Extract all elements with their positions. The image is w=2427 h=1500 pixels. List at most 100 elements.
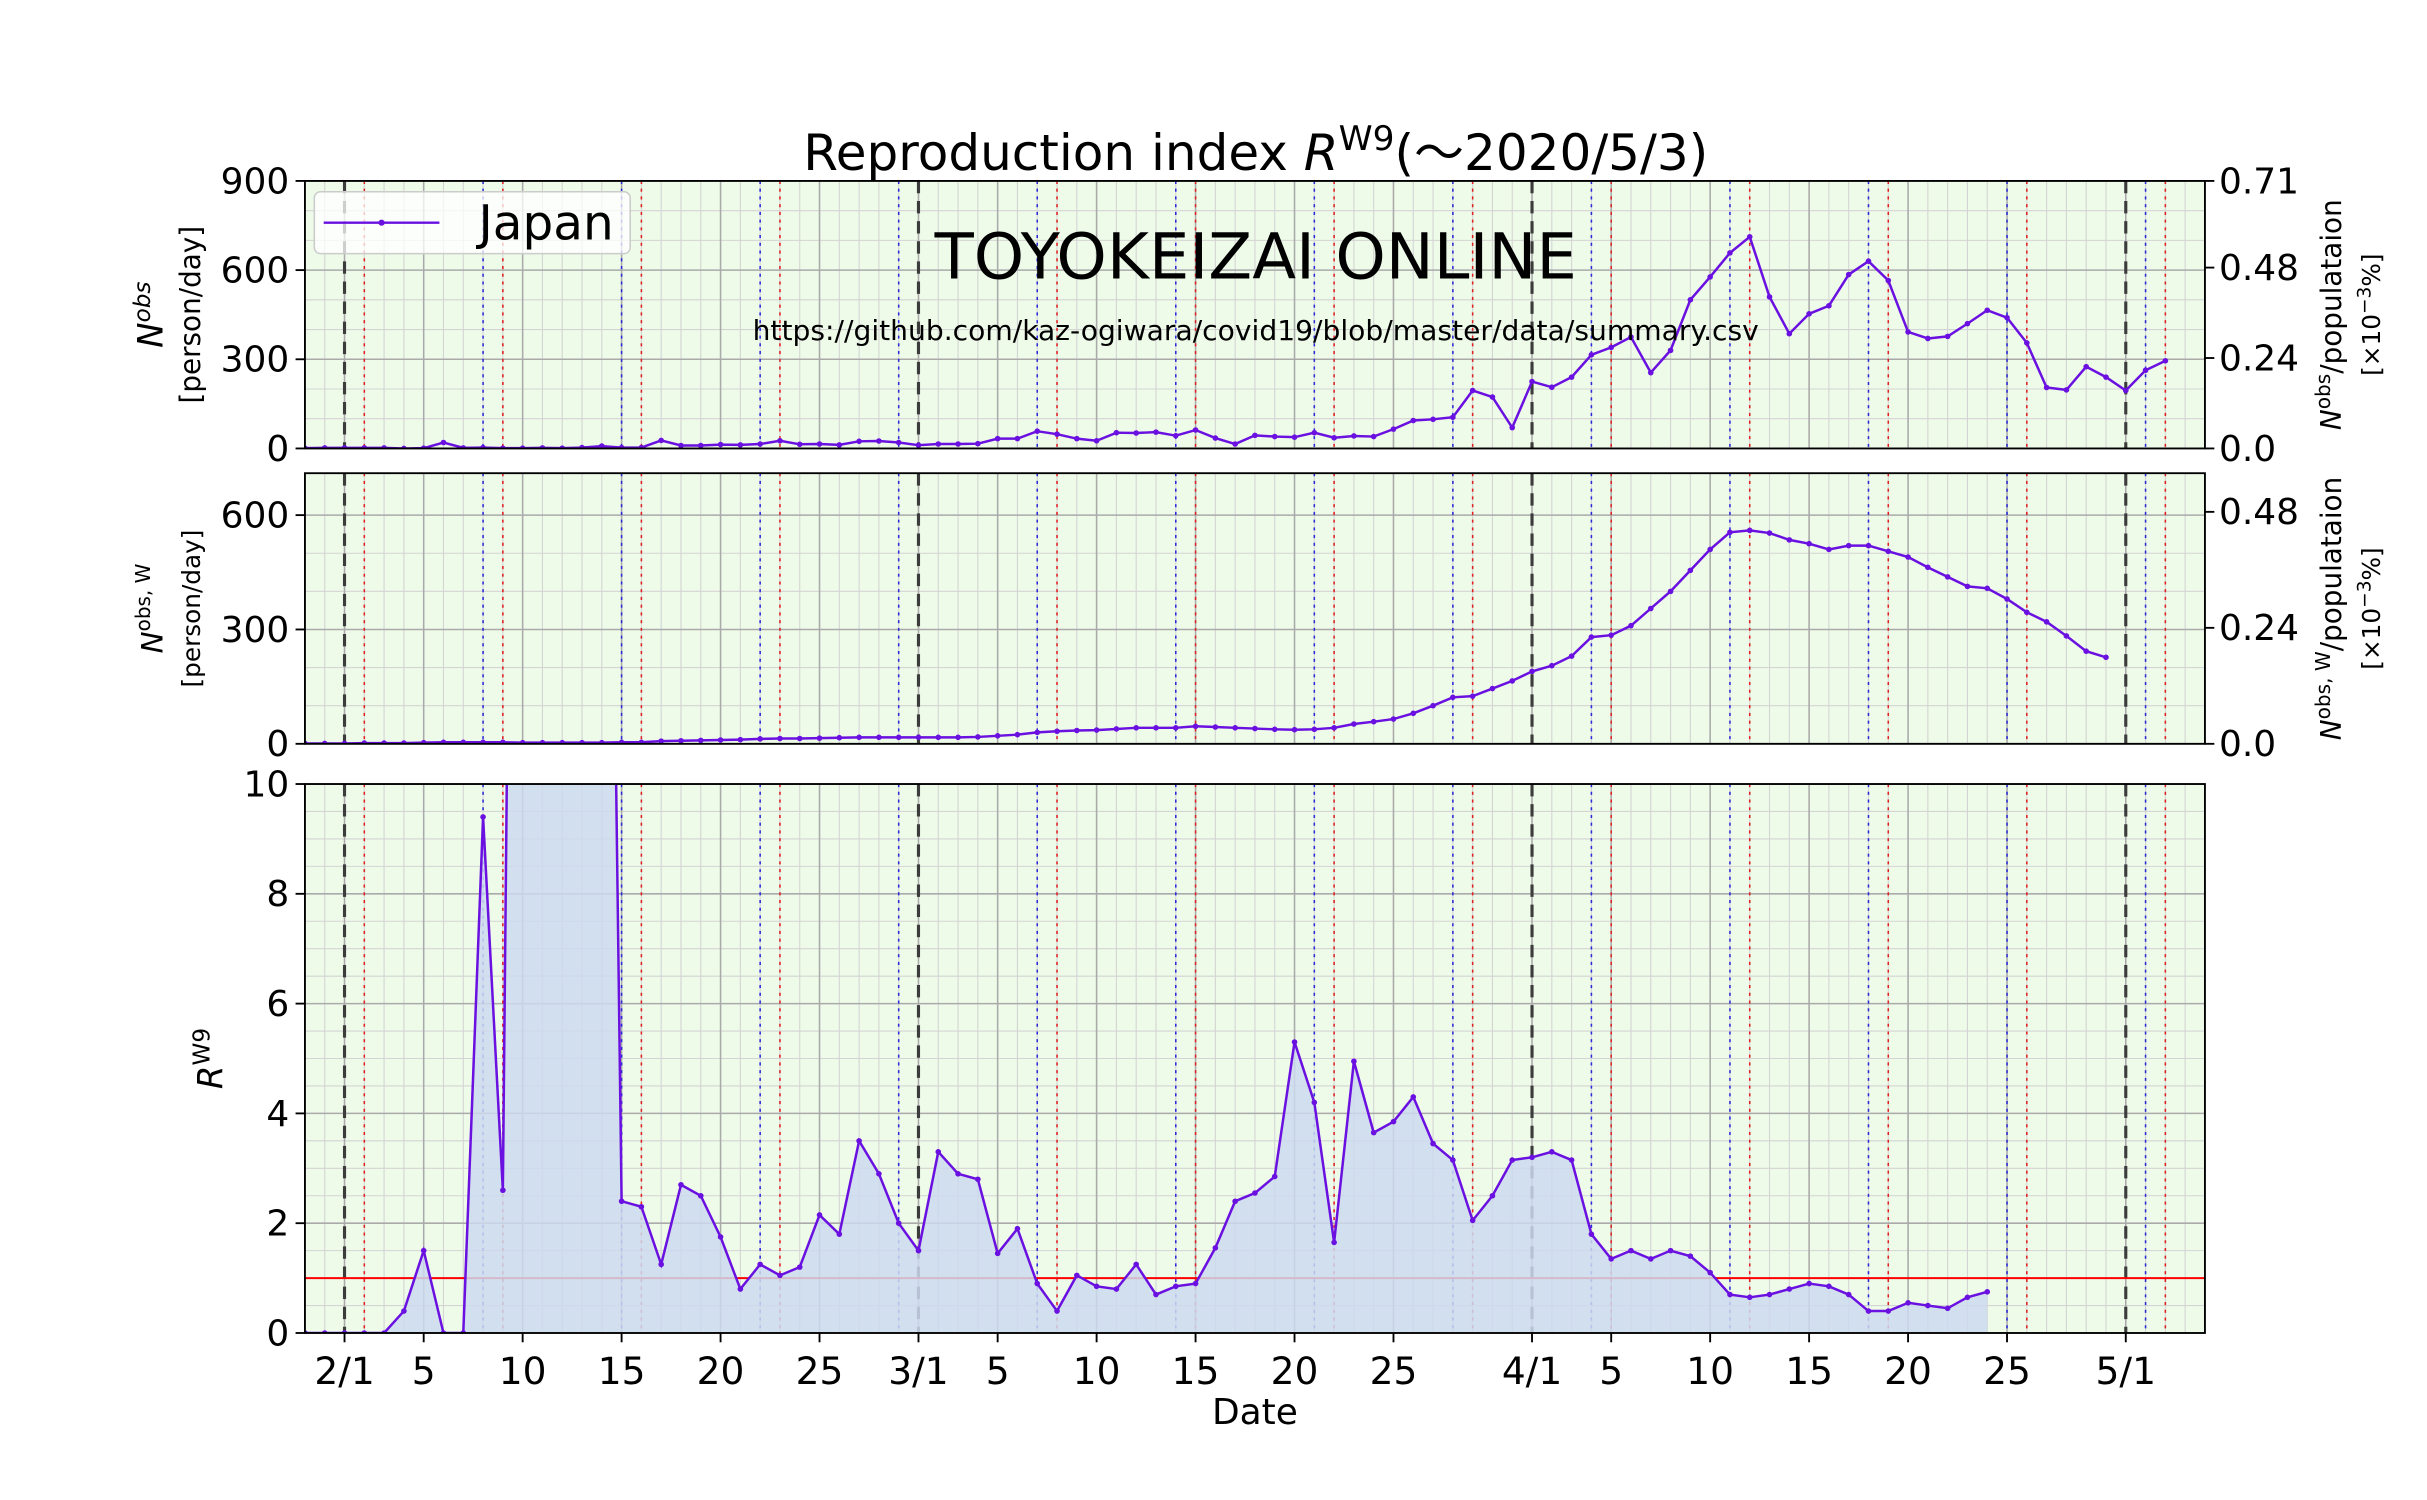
point — [1113, 429, 1120, 436]
point — [1034, 729, 1041, 736]
point — [777, 1272, 783, 1279]
y2-label-part: obs — [2311, 374, 2335, 410]
point — [1608, 1256, 1615, 1262]
point — [2024, 609, 2030, 616]
y2-label-part: obs, W — [2311, 651, 2335, 719]
y2-label-unit: [×10−3%] — [2355, 254, 2387, 376]
y-tick-label: 2 — [266, 1204, 289, 1245]
point — [1331, 1239, 1337, 1246]
x-tick-label: 20 — [1271, 1349, 1319, 1393]
plot-marks — [304, 527, 2109, 744]
point — [796, 735, 803, 742]
x-tick-label: 15 — [598, 1349, 646, 1393]
point — [1588, 634, 1595, 640]
point — [1469, 693, 1476, 699]
point — [1984, 585, 1991, 592]
watermark: TOYOKEIZAI ONLINE — [934, 221, 1577, 295]
x-tick-label: 10 — [1073, 1349, 1121, 1393]
point — [1351, 1058, 1357, 1065]
point — [915, 442, 922, 448]
plot-marks — [304, 784, 2205, 1333]
y-label-part: obs — [129, 282, 156, 323]
point — [1509, 1157, 1516, 1163]
chart-title-part: R — [1304, 124, 1339, 182]
point — [1153, 725, 1159, 731]
point — [1430, 702, 1436, 709]
point — [1450, 694, 1456, 701]
point — [1845, 1291, 1852, 1298]
point — [1331, 725, 1337, 731]
point — [1054, 1308, 1060, 1314]
chart-title-part: Reproduction index — [803, 124, 1304, 182]
point — [1707, 1269, 1713, 1276]
point — [401, 1308, 407, 1314]
point — [1113, 1286, 1120, 1292]
point — [500, 1187, 506, 1194]
point — [1766, 1291, 1773, 1298]
point — [420, 1247, 427, 1254]
point — [876, 1171, 882, 1177]
point — [1370, 433, 1377, 440]
y2-label-part: /populataion — [2315, 199, 2348, 374]
point — [1014, 435, 1021, 442]
point — [717, 1234, 724, 1240]
point — [1450, 1157, 1456, 1163]
point — [1390, 1118, 1397, 1125]
plot-frame — [304, 180, 2206, 450]
point — [1865, 542, 1872, 549]
point — [1351, 721, 1357, 727]
point — [2043, 384, 2050, 391]
y2-label-unit-part: %] — [2357, 254, 2386, 287]
y-tick-label: 8 — [266, 874, 289, 915]
point — [1054, 431, 1060, 437]
point — [579, 739, 585, 744]
point — [1905, 554, 1911, 560]
point — [1390, 426, 1397, 432]
point — [717, 737, 724, 743]
area — [304, 784, 1988, 1333]
point — [1944, 574, 1951, 580]
point — [856, 1138, 862, 1144]
point — [757, 736, 763, 742]
point — [1291, 434, 1298, 440]
point — [836, 1231, 843, 1237]
legend-marker — [378, 219, 385, 226]
y-label: RW9 — [188, 1028, 231, 1089]
y-tick-label: 0 — [266, 1314, 289, 1355]
point — [1489, 394, 1496, 400]
point — [777, 437, 783, 444]
legend-label: Japan — [476, 196, 614, 252]
point — [1509, 678, 1516, 684]
point — [895, 1220, 902, 1226]
point — [816, 735, 823, 741]
point — [599, 739, 605, 744]
y2-label-unit: [×10−3%] — [2355, 547, 2387, 669]
point — [1568, 653, 1575, 659]
y2-label-unit-part: −3 — [2355, 580, 2376, 607]
point — [935, 1149, 942, 1155]
point — [1806, 1280, 1812, 1287]
point — [994, 435, 1001, 442]
point — [1786, 1286, 1793, 1292]
x-tick-label: 25 — [1370, 1349, 1418, 1393]
point — [1925, 564, 1931, 571]
point — [1647, 605, 1654, 612]
point — [1153, 429, 1159, 435]
plot-frame — [304, 472, 2206, 745]
chart-title-part: (〜2020/5/3) — [1394, 124, 1708, 182]
point — [1845, 271, 1852, 278]
point — [1727, 529, 1733, 536]
point — [1925, 335, 1931, 342]
point — [1410, 710, 1417, 717]
point — [1509, 424, 1516, 431]
y2-label-unit-part: %] — [2357, 547, 2386, 580]
point — [915, 1247, 922, 1254]
point — [1944, 333, 1951, 340]
y-label: Nobs — [129, 282, 172, 348]
point — [1727, 1291, 1733, 1298]
y-label-part: W9 — [188, 1028, 215, 1066]
point — [1687, 1253, 1694, 1259]
point — [1746, 1294, 1753, 1301]
y2-label-unit-part: [×10 — [2357, 314, 2386, 376]
